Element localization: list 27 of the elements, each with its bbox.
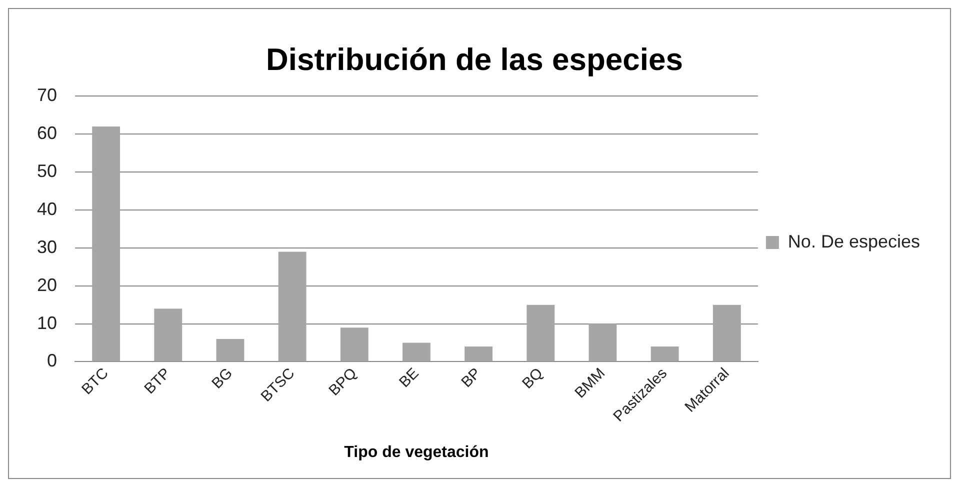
chart-title: Distribución de las especies [266, 42, 683, 78]
x-tick-label: BQ [519, 364, 546, 392]
bar [278, 252, 306, 362]
x-tick-label: BE [396, 364, 422, 392]
legend-label: No. De especies [788, 231, 920, 252]
bar [526, 304, 555, 362]
bar [650, 346, 679, 362]
bar [340, 328, 368, 362]
y-tick-label: 30 [36, 236, 58, 257]
y-tick-label: 40 [36, 198, 58, 219]
bar [92, 126, 120, 362]
y-tick-label: 70 [36, 85, 58, 106]
y-tick-label: 20 [36, 274, 58, 295]
bar [588, 324, 617, 362]
bar [712, 304, 741, 362]
x-axis-title: Tipo de vegetación [344, 444, 489, 461]
x-tick-label: BG [208, 364, 236, 392]
bar [216, 338, 244, 362]
y-tick-label: 50 [36, 161, 58, 182]
y-tick-label: 60 [36, 123, 58, 144]
x-tick-label: BTP [141, 364, 174, 398]
x-tick-label: BP [458, 364, 484, 392]
y-tick-label: 0 [47, 350, 58, 371]
bar [402, 342, 430, 362]
y-tick-label: 10 [36, 312, 58, 333]
bar [464, 346, 493, 362]
bar [154, 308, 182, 362]
